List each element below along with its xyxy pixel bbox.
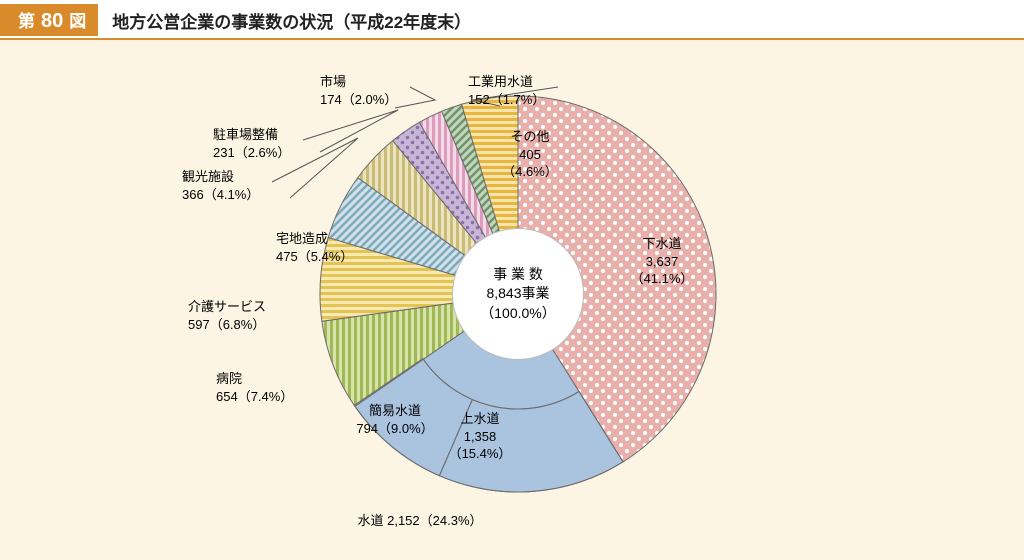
label-parking: 駐車場整備231（2.6%） (213, 126, 290, 161)
center-total: 事 業 数 8,843事業 （100.0%） (452, 228, 584, 360)
label-market: 市場174（2.0%） (320, 73, 397, 108)
badge-suffix: 図 (69, 7, 86, 32)
label-tap_water: 上水道1,358（15.4%） (449, 410, 512, 463)
center-count: 8,843事業 (486, 284, 549, 304)
label-simple_water: 簡易水道794（9.0%） (356, 402, 433, 437)
badge-prefix: 第 (18, 7, 35, 32)
label-other: その他405（4.6%） (502, 128, 558, 181)
label-sewerage: 下水道3,637（41.1%） (631, 235, 694, 288)
label-care: 介護サービス597（6.8%） (188, 298, 266, 333)
center-pct: （100.0%） (480, 304, 555, 324)
label-ind_water: 工業用水道152（1.7%） (468, 73, 545, 108)
badge-number: 80 (41, 10, 63, 33)
label-hospital: 病院654（7.4%） (216, 370, 293, 405)
label-water: 水道 2,152（24.3%） (357, 512, 482, 530)
figure-badge: 第 80 図 (0, 4, 98, 36)
leader-parking (303, 110, 398, 152)
figure-header: 第 80 図 地方公営企業の事業数の状況（平成22年度末） (0, 0, 1024, 36)
figure-title: 地方公営企業の事業数の状況（平成22年度末） (112, 8, 471, 33)
leader-market (395, 87, 435, 108)
chart-canvas: 事 業 数 8,843事業 （100.0%） 下水道3,637（41.1%） 水道… (0, 40, 1024, 560)
label-tourism: 観光施設366（4.1%） (182, 168, 259, 203)
center-label: 事 業 数 (493, 265, 543, 285)
figure-container: 第 80 図 地方公営企業の事業数の状況（平成22年度末） (0, 0, 1024, 560)
label-land: 宅地造成475（5.4%） (276, 230, 353, 265)
